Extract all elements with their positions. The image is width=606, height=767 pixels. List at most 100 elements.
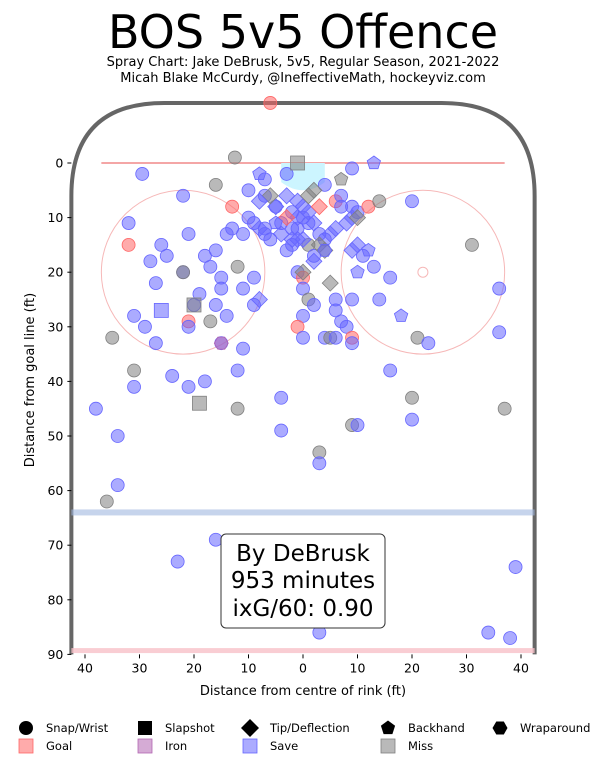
shot-marker	[279, 167, 294, 181]
shot-marker	[225, 199, 240, 214]
shot-marker	[290, 155, 305, 171]
x-tick-label: 20	[186, 660, 202, 675]
shot-marker	[321, 274, 339, 292]
shot-marker	[127, 308, 141, 323]
miss-swatch-icon	[380, 738, 396, 754]
shot-marker	[348, 209, 367, 227]
legend-item-outcome: Miss	[380, 738, 433, 754]
shot-marker	[203, 259, 218, 274]
shot-marker	[176, 188, 191, 203]
shot-marker	[350, 418, 365, 432]
x-tick-label: 30	[459, 660, 475, 675]
shot-marker	[105, 330, 120, 345]
x-tick-label: 40	[513, 660, 529, 675]
shot-marker	[503, 631, 518, 645]
shot-marker	[465, 237, 479, 252]
y-tick-label: 70	[47, 538, 63, 553]
shot-marker	[197, 374, 212, 389]
shot-marker	[89, 401, 103, 416]
shot-marker	[127, 379, 141, 394]
tip-deflection-icon	[241, 719, 259, 737]
shot-marker	[236, 281, 250, 296]
shot-marker	[176, 265, 191, 280]
shot-marker	[383, 363, 398, 378]
snap-wrist-icon	[19, 721, 33, 735]
y-tick-label: 0	[55, 156, 63, 171]
shot-marker	[405, 390, 419, 405]
shot-marker	[121, 216, 136, 230]
shot-marker	[250, 290, 268, 309]
shot-marker	[296, 281, 310, 296]
legend-item-shot-type: Backhand	[380, 720, 465, 735]
chart-title: BOS 5v5 Offence	[107, 5, 499, 59]
legend-item-shot-type: Snap/Wrist	[19, 721, 109, 735]
shot-marker	[263, 96, 278, 110]
shot-marker	[492, 281, 507, 296]
chart-subtitle-line2: Micah Blake McCurdy, @IneffectiveMath, h…	[120, 71, 486, 86]
shot-marker	[294, 263, 312, 281]
shot-marker	[310, 198, 328, 216]
shot-marker	[492, 325, 507, 340]
shot-marker	[372, 292, 387, 307]
x-tick-label: 20	[404, 660, 420, 675]
shot-marker	[143, 254, 158, 269]
legend-item-shot-type: Wraparound	[492, 721, 590, 735]
legend-item-outcome: Save	[242, 738, 298, 754]
shot-marker	[197, 248, 212, 263]
legend-item-shot-type: Slapshot	[138, 721, 215, 735]
shot-marker	[481, 625, 496, 640]
shot-marker	[305, 181, 323, 199]
shot-marker	[288, 230, 307, 249]
legend-item-outcome: Goal	[18, 738, 72, 754]
shot-marker	[278, 209, 296, 227]
goal-swatch-icon	[18, 738, 34, 754]
shot-marker	[170, 554, 185, 569]
shot-marker	[110, 429, 125, 443]
y-axis-label: Distance from goal line (ft)	[23, 293, 38, 467]
shot-marker	[306, 298, 321, 312]
x-tick-label: 10	[350, 660, 366, 675]
iron-swatch-icon	[137, 738, 153, 754]
shot-marker	[208, 243, 223, 258]
shot-marker	[317, 177, 332, 192]
shot-marker	[345, 292, 359, 307]
y-tick-label: 10	[47, 210, 63, 225]
info-box-frame	[220, 533, 386, 629]
info-box-line3: ixG/60: 0.90	[232, 596, 373, 622]
shot-marker	[192, 395, 207, 411]
shot-marker	[181, 227, 196, 241]
shot-marker	[148, 276, 163, 291]
axes: 40 30 20 10 0 10 20 30 40 0 10 20 30 40 50 60 70 80 90 Dist…	[23, 156, 529, 700]
shot-marker	[127, 363, 141, 378]
backhand-icon	[380, 720, 396, 735]
shot-marker	[290, 319, 305, 334]
y-tick-label: 60	[47, 483, 63, 498]
shot-markers	[89, 96, 523, 645]
shot-marker	[181, 319, 196, 334]
y-tick-label: 30	[47, 319, 63, 334]
shot-marker	[181, 379, 196, 394]
shot-marker	[350, 264, 365, 279]
shot-marker	[305, 214, 323, 232]
info-box-line2: 953 minutes	[231, 568, 375, 594]
shot-marker	[165, 369, 180, 383]
shot-marker	[135, 167, 150, 181]
shot-marker	[252, 166, 267, 181]
shot-marker	[250, 219, 268, 238]
legend-label: Save	[270, 739, 298, 753]
shot-marker	[366, 259, 381, 274]
shot-marker	[339, 319, 354, 334]
shot-marker	[213, 336, 229, 350]
legend-label: Backhand	[408, 721, 465, 735]
legend-label: Goal	[46, 739, 72, 753]
rink-boards	[69, 100, 537, 655]
shot-marker	[138, 319, 152, 334]
legend-label: Tip/Deflection	[269, 721, 350, 735]
slapshot-icon	[138, 721, 152, 735]
shot-marker	[405, 412, 419, 427]
shot-marker	[278, 187, 296, 205]
centre-line	[71, 648, 535, 654]
shot-marker	[250, 192, 268, 210]
legend-item-shot-type: Tip/Deflection	[241, 719, 350, 737]
